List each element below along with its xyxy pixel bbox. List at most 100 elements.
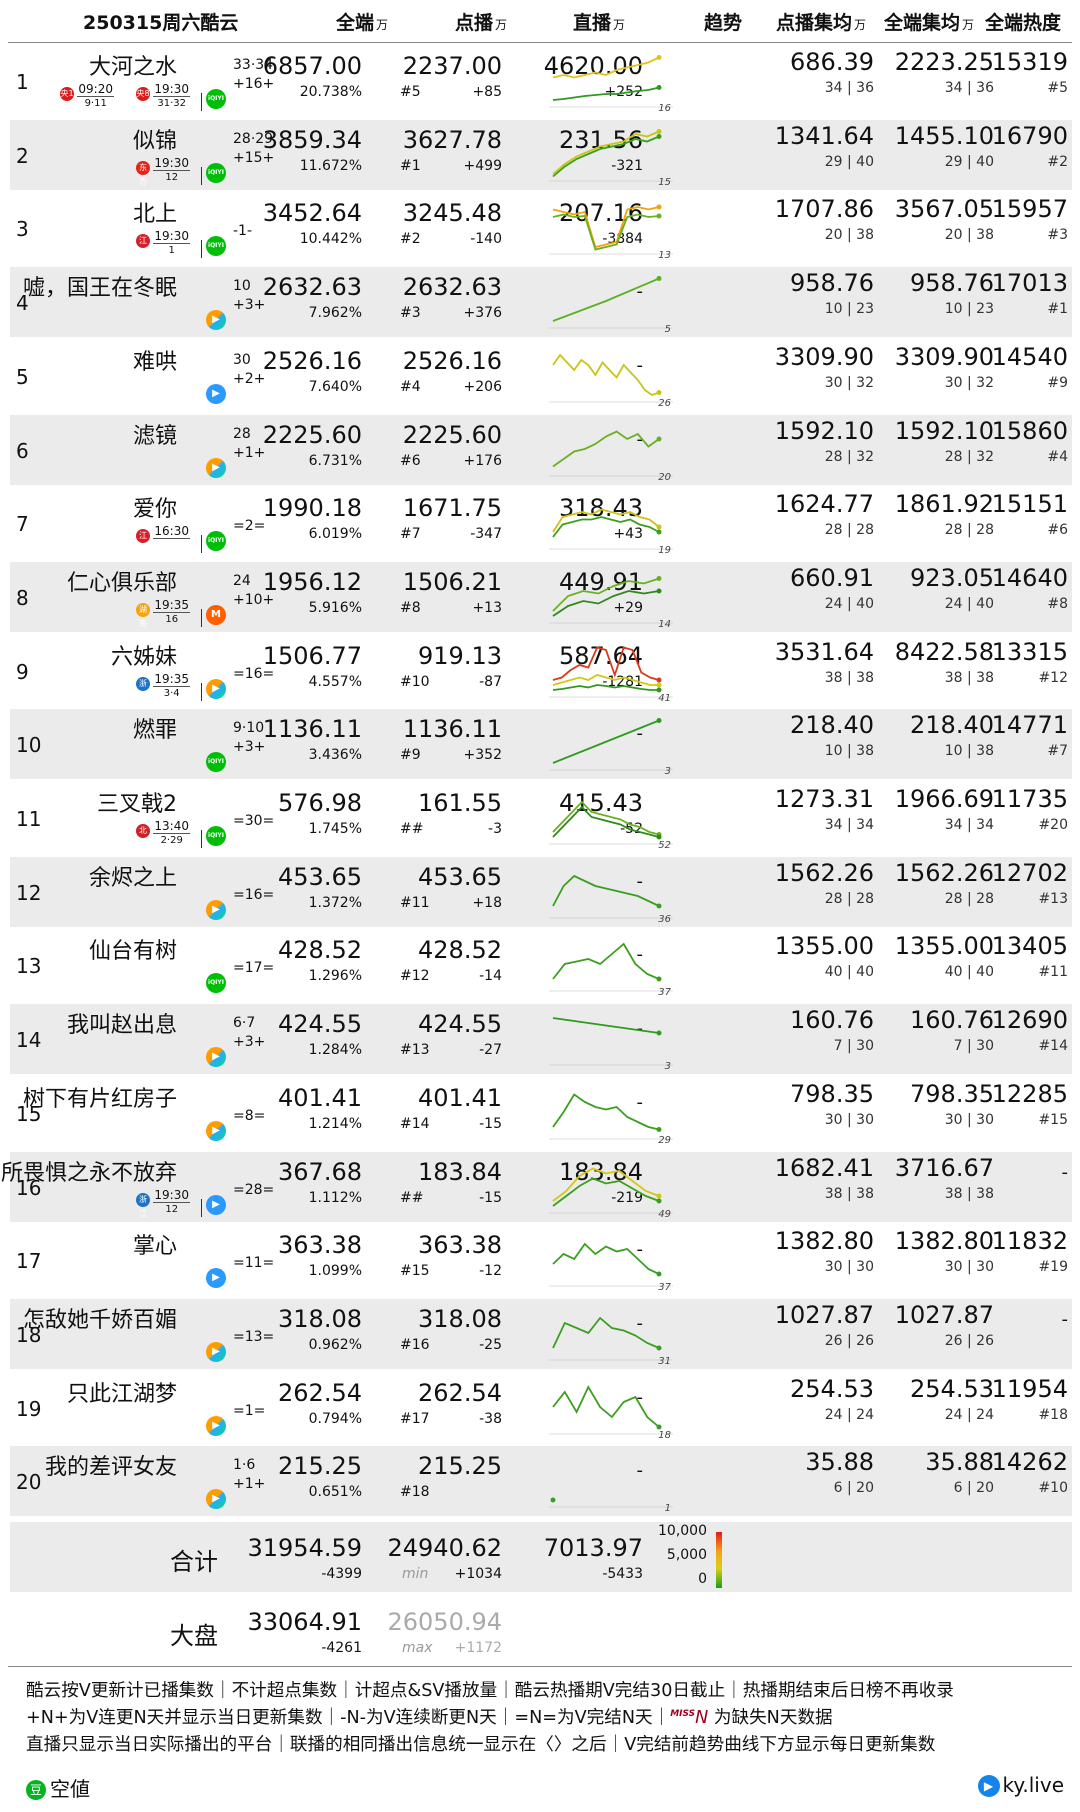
channel-logo-icon: 浙江 (136, 677, 150, 702)
trend-day-count: 5 (665, 324, 671, 334)
trend-end-point (656, 834, 662, 840)
trend-sparkline: 3 (549, 1017, 673, 1071)
show-title: 怎敌她千娇百媚 (22, 1308, 177, 1333)
trend-line (552, 1017, 660, 1034)
trend-day-count: 18 (658, 1430, 671, 1440)
all-value: 428.52 (278, 936, 362, 964)
vod-avg-episodes: 28 | 28 (824, 522, 874, 538)
live-value: - (636, 944, 644, 965)
vod-avg: 1027.87 (774, 1301, 874, 1329)
tencent-icon: ▶ (206, 679, 226, 699)
trend-end-point (656, 677, 662, 683)
airtime: 19:35 3·4 (153, 673, 190, 700)
trend-sparkline: 5 (549, 276, 673, 334)
heat-rank: #19 (1038, 1259, 1068, 1275)
trend-day-count: 3 (665, 766, 671, 776)
all-avg: 254.53 (910, 1375, 994, 1403)
all-avg: 1861.92 (894, 490, 994, 518)
header-all-avg: 全端集均万 (884, 12, 975, 34)
airtime-episodes: 12 (165, 1204, 179, 1215)
heat-rank: #9 (1047, 375, 1068, 391)
trend-line (552, 1167, 660, 1202)
table-row: 19 只此江湖梦 =1= ▶ 262.54 0.794% 262.54 #17 -38 - 254.… (10, 1373, 1072, 1443)
heat-rank: #6 (1047, 522, 1068, 538)
trend-day-count: 19 (658, 545, 671, 555)
all-share: 1.099% (308, 1263, 362, 1279)
live-change: -321 (611, 158, 643, 174)
vod-value: 2225.60 (402, 421, 502, 449)
footer-note-3: 直播只显示当日实际播出的平台｜联播的相同播出信息统一显示在〈〉之后｜V完结前趋势… (26, 1735, 936, 1755)
live-change: -219 (611, 1190, 643, 1206)
vod-change: -38 (479, 1411, 502, 1427)
trend-line (552, 277, 660, 322)
all-share: 0.962% (308, 1337, 362, 1353)
update-status: =17= (233, 960, 275, 976)
trend-line (552, 719, 660, 764)
all-share: 7.962% (308, 305, 362, 321)
all-value: 1136.11 (262, 715, 362, 743)
vod-avg: 3531.64 (774, 638, 874, 666)
live-value: - (636, 429, 644, 450)
heat-value: 11954 (991, 1375, 1068, 1403)
show-title: 似锦 (132, 129, 177, 154)
heat-value: 15860 (991, 417, 1068, 445)
vod-avg: 1707.86 (774, 195, 874, 223)
rank-number: 6 (16, 439, 29, 463)
vod-rank: #12 (400, 968, 430, 984)
trend-day-count: 52 (658, 840, 671, 850)
trend-point (550, 1497, 556, 1503)
heat-rank: #20 (1038, 817, 1068, 833)
market-vod-tag: max (402, 1640, 433, 1656)
play-icon: ▶ (977, 1775, 1000, 1797)
airtime-clock: 19:35 (153, 672, 190, 687)
vod-avg: 958.76 (790, 269, 874, 297)
footer-divider (8, 1666, 1072, 1667)
update-status: +1+ (233, 1476, 266, 1492)
airtime: 16:30 (153, 525, 190, 539)
trend-day-count: 36 (658, 914, 671, 924)
market-vod: 26050.94 (387, 1608, 502, 1636)
brand-right: ▶ ky.live (977, 1773, 1064, 1797)
vod-change: +85 (472, 84, 502, 100)
rank-number: 17 (16, 1249, 42, 1273)
vod-avg: 35.88 (805, 1448, 874, 1476)
header-date: 250315周六酷云 (83, 12, 239, 34)
all-avg: 958.76 (910, 269, 994, 297)
footer-note-2: +N+为V连更N天并显示当日更新集数｜-N-为V连续断更N天｜=N=为V完结N天… (26, 1708, 833, 1728)
live-value: - (636, 355, 644, 376)
rank-number: 1 (16, 70, 29, 94)
live-value: 207.16 (559, 199, 643, 227)
all-avg-episodes: 30 | 30 (944, 1259, 994, 1275)
tencent-icon: ▶ (206, 458, 226, 478)
tencent-icon: ▶ (206, 900, 226, 920)
vod-avg: 3309.90 (774, 343, 874, 371)
header-live: 直播万 (573, 12, 626, 34)
table-row: 17 掌心 =11= ▶ 363.38 1.099% 363.38 #15 -12 - 1382.8… (10, 1225, 1072, 1295)
iqiyi-icon: iQIYI (206, 826, 226, 846)
airtime-episodes: 16 (165, 614, 179, 625)
vod-value: 3627.78 (402, 126, 502, 154)
all-value: 576.98 (278, 789, 362, 817)
vod-change: -347 (470, 526, 502, 542)
live-change: +43 (613, 526, 643, 542)
trend-sparkline: 18 (549, 1385, 673, 1440)
vod-avg-episodes: 30 | 32 (824, 375, 874, 391)
rank-number: 14 (16, 1028, 42, 1052)
update-status: +3+ (233, 739, 266, 755)
rank-number: 18 (16, 1323, 42, 1347)
trend-line (552, 674, 659, 686)
divider (201, 240, 202, 258)
airtime-episodes: 3·4 (163, 688, 180, 699)
all-avg-episodes: 24 | 24 (944, 1407, 994, 1423)
vod-value: 1136.11 (402, 715, 502, 743)
table-row: 8 仁心俱乐部 24 +10+ M 19:35 16 湖南 1956.12 5.916% 1506.… (10, 562, 1072, 632)
show-title: 树下有片红房子 (22, 1087, 177, 1112)
vod-value: 2526.16 (402, 347, 502, 375)
airtime-episodes: 9·11 (84, 98, 107, 109)
heat-value: 12702 (991, 859, 1068, 887)
trend-sparkline: 37 (549, 1242, 673, 1292)
table-row: 16无所畏惧之永不放弃=28=▶19:3012浙江367.681.112%183… (0, 1152, 1072, 1222)
tencent-icon: ▶ (206, 1342, 226, 1362)
update-status: =11= (233, 1255, 275, 1271)
all-share: 1.372% (308, 895, 362, 911)
